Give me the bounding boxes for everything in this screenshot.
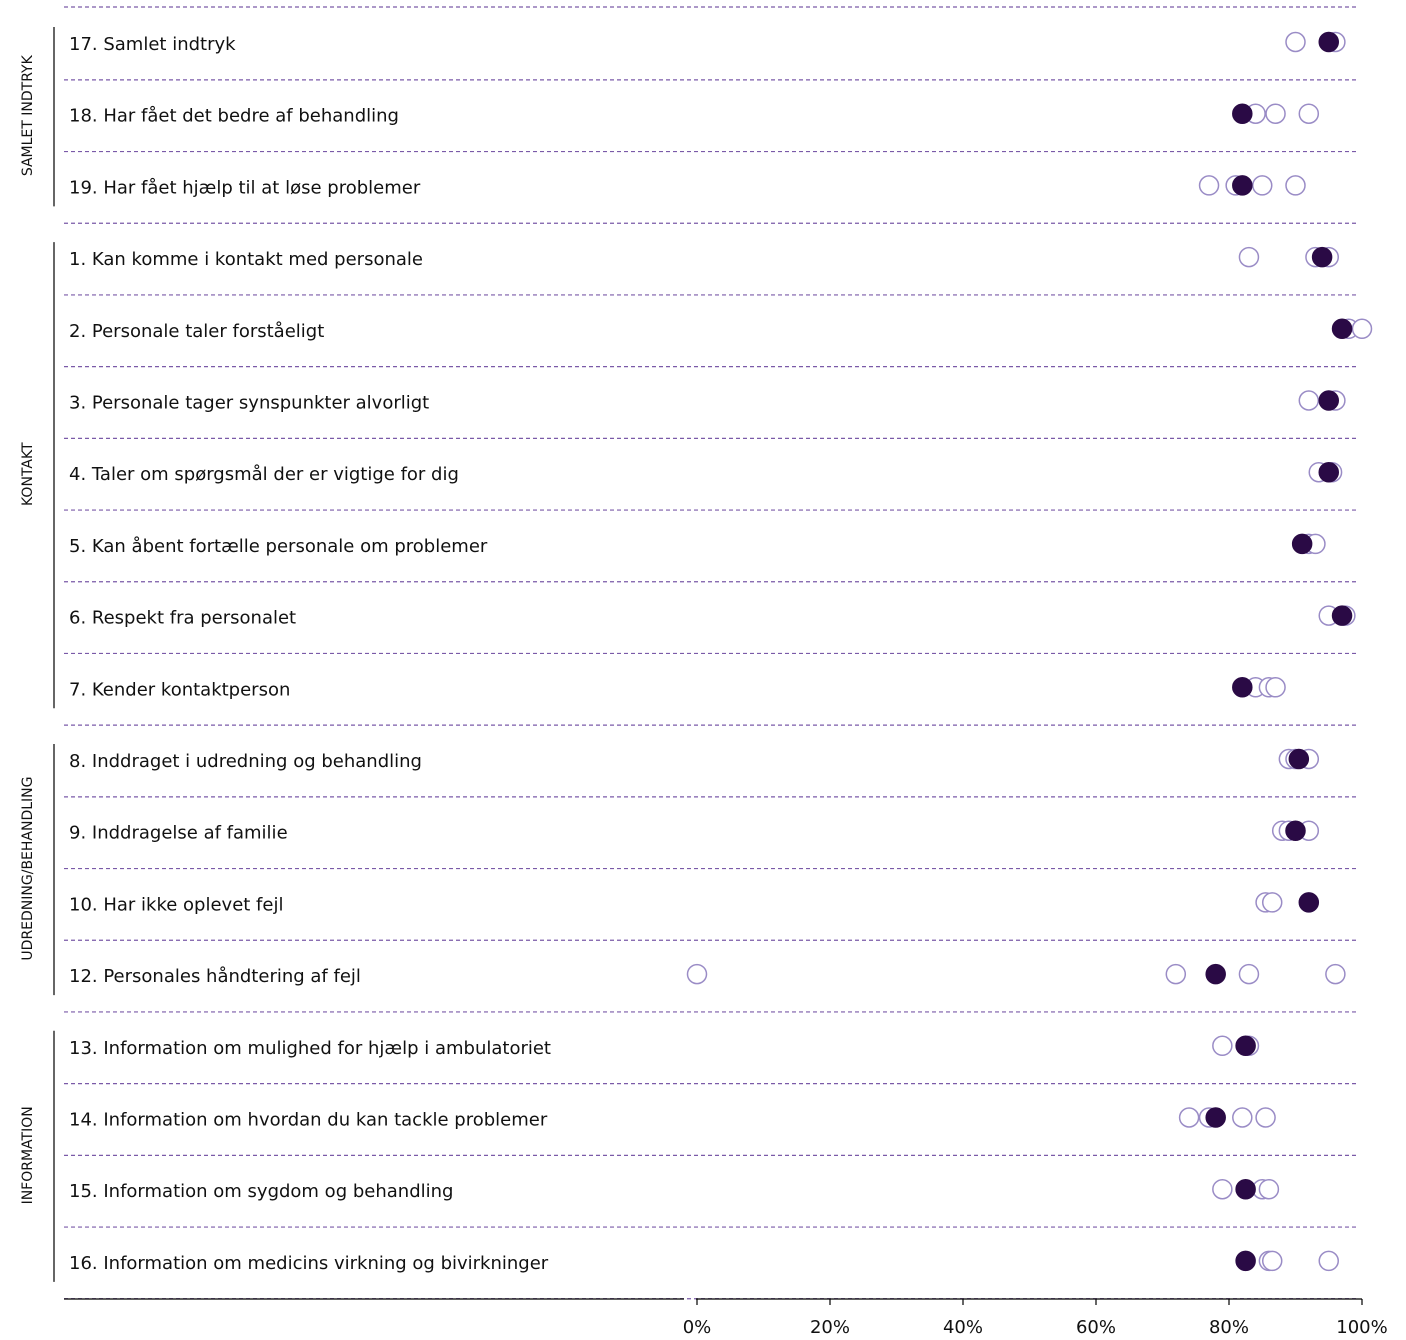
comparison-dot [1165,963,1187,985]
highlight-dot [1205,963,1226,985]
highlight-dot [1331,605,1353,626]
row-label: 13. Information om mulighed for hjælp i … [69,1038,551,1059]
highlight-dot [1311,246,1333,268]
row-label: 4. Taler om spørgsmål der er vigtige for… [69,464,459,485]
comparison-dot [1178,1107,1200,1128]
row-label: 16. Information om medicins virkning og … [69,1253,549,1274]
highlight-dot [1288,748,1310,770]
comparison-dot [686,963,708,985]
x-tick-label: 100% [1336,1317,1387,1336]
comparison-dot [1238,963,1260,985]
highlight-dot [1232,103,1253,124]
x-tick-label: 40% [943,1317,983,1336]
x-tick-label: 0% [683,1317,712,1336]
highlight-dot [1232,175,1253,196]
row-label: 17. Samlet indtryk [69,34,236,55]
comparison-dot [1318,1250,1339,1272]
comparison-dot [1261,892,1283,913]
comparison-dot [1261,1250,1283,1272]
highlight-dot [1235,1178,1256,1200]
group-label: KONTAKT [20,442,36,506]
highlight-dot [1235,1035,1256,1057]
comparison-dot [1252,175,1273,196]
comparison-dot [1255,1107,1276,1128]
comparison-dot [1351,318,1373,340]
row-label: 10. Har ikke oplevet fejl [69,894,283,915]
highlight-dot [1318,461,1339,483]
highlight-dot [1331,318,1353,340]
highlight-dot [1291,533,1313,555]
highlight-dot [1232,677,1253,698]
row-label: 15. Information om sygdom og behandling [69,1181,453,1202]
row-label: 8. Inddraget i udredning og behandling [69,751,422,772]
highlight-dot [1235,1250,1256,1272]
highlight-dot [1298,892,1320,913]
comparison-dot [1265,677,1286,698]
row-label: 3. Personale tager synspunkter alvorligt [69,393,429,414]
highlight-dot [1205,1107,1226,1128]
comparison-dot [1298,103,1320,124]
comparison-dot [1298,390,1320,411]
x-tick-label: 20% [810,1317,850,1336]
row-label: 6. Respekt fra personalet [69,608,296,629]
row-label: 19. Har fået hjælp til at løse problemer [69,177,421,198]
group-label: UDREDNING/BEHANDLING [20,777,36,961]
row-label: 18. Har fået det bedre af behandling [69,106,399,127]
highlight-dot [1318,390,1339,411]
x-tick-label: 80% [1209,1317,1249,1336]
row-label: 14. Information om hvordan du kan tackle… [69,1110,548,1131]
row-label: 2. Personale taler forståeligt [69,321,324,342]
comparison-dot [1285,175,1306,196]
row-label: 12. Personales håndtering af fejl [69,966,361,987]
x-tick-label: 60% [1076,1317,1116,1336]
comparison-dot [1285,31,1306,53]
comparison-dot [1212,1178,1233,1200]
highlight-dot [1318,31,1339,53]
comparison-dot [1232,1107,1253,1128]
row-label: 5. Kan åbent fortælle personale om probl… [69,536,488,557]
row-label: 7. Kender kontaktperson [69,679,290,700]
comparison-dot [1198,175,1220,196]
comparison-dot [1265,103,1286,124]
comparison-dot [1325,963,1346,985]
group-label: SAMLET INDTRYK [20,54,36,176]
comparison-dot [1238,246,1260,268]
row-label: 1. Kan komme i kontakt med personale [69,249,423,270]
comparison-dot [1212,1035,1233,1057]
comparison-dot [1258,1178,1280,1200]
group-label: INFORMATION [20,1106,36,1204]
highlight-dot [1285,820,1306,841]
row-label: 9. Inddragelse af familie [69,823,288,844]
